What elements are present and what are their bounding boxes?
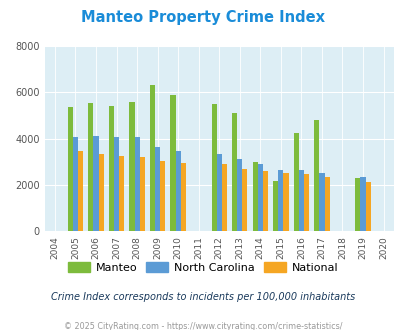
Text: Crime Index corresponds to incidents per 100,000 inhabitants: Crime Index corresponds to incidents per… (51, 292, 354, 302)
Bar (262, 171, 267, 231)
Bar (242, 169, 247, 231)
Bar (160, 160, 165, 231)
Bar (149, 85, 155, 231)
Bar (354, 178, 360, 231)
Bar (283, 173, 288, 231)
Bar (170, 95, 175, 231)
Bar (88, 103, 93, 231)
Bar (68, 108, 73, 231)
Text: Manteo Property Crime Index: Manteo Property Crime Index (81, 10, 324, 25)
Text: © 2025 CityRating.com - https://www.cityrating.com/crime-statistics/: © 2025 CityRating.com - https://www.city… (64, 322, 341, 330)
Bar (211, 104, 216, 231)
Bar (319, 173, 324, 231)
Bar (180, 163, 185, 231)
Bar (216, 154, 221, 231)
Bar (114, 137, 119, 231)
Bar (324, 177, 329, 231)
Bar (119, 156, 124, 231)
Bar (109, 106, 114, 231)
Bar (98, 154, 103, 231)
Bar (252, 162, 257, 231)
Bar (360, 177, 364, 231)
Bar (139, 157, 145, 231)
Bar (93, 136, 98, 231)
Bar (175, 151, 180, 231)
Bar (78, 151, 83, 231)
Bar (129, 102, 134, 231)
Bar (155, 147, 160, 231)
Bar (273, 181, 277, 231)
Bar (293, 133, 298, 231)
Bar (313, 120, 319, 231)
Bar (298, 170, 303, 231)
Bar (277, 170, 283, 231)
Bar (257, 164, 262, 231)
Bar (232, 113, 237, 231)
Bar (134, 137, 139, 231)
Bar (237, 159, 242, 231)
Legend: Manteo, North Carolina, National: Manteo, North Carolina, National (63, 258, 342, 278)
Bar (303, 174, 308, 231)
Bar (364, 182, 370, 231)
Bar (73, 137, 78, 231)
Bar (221, 164, 226, 231)
